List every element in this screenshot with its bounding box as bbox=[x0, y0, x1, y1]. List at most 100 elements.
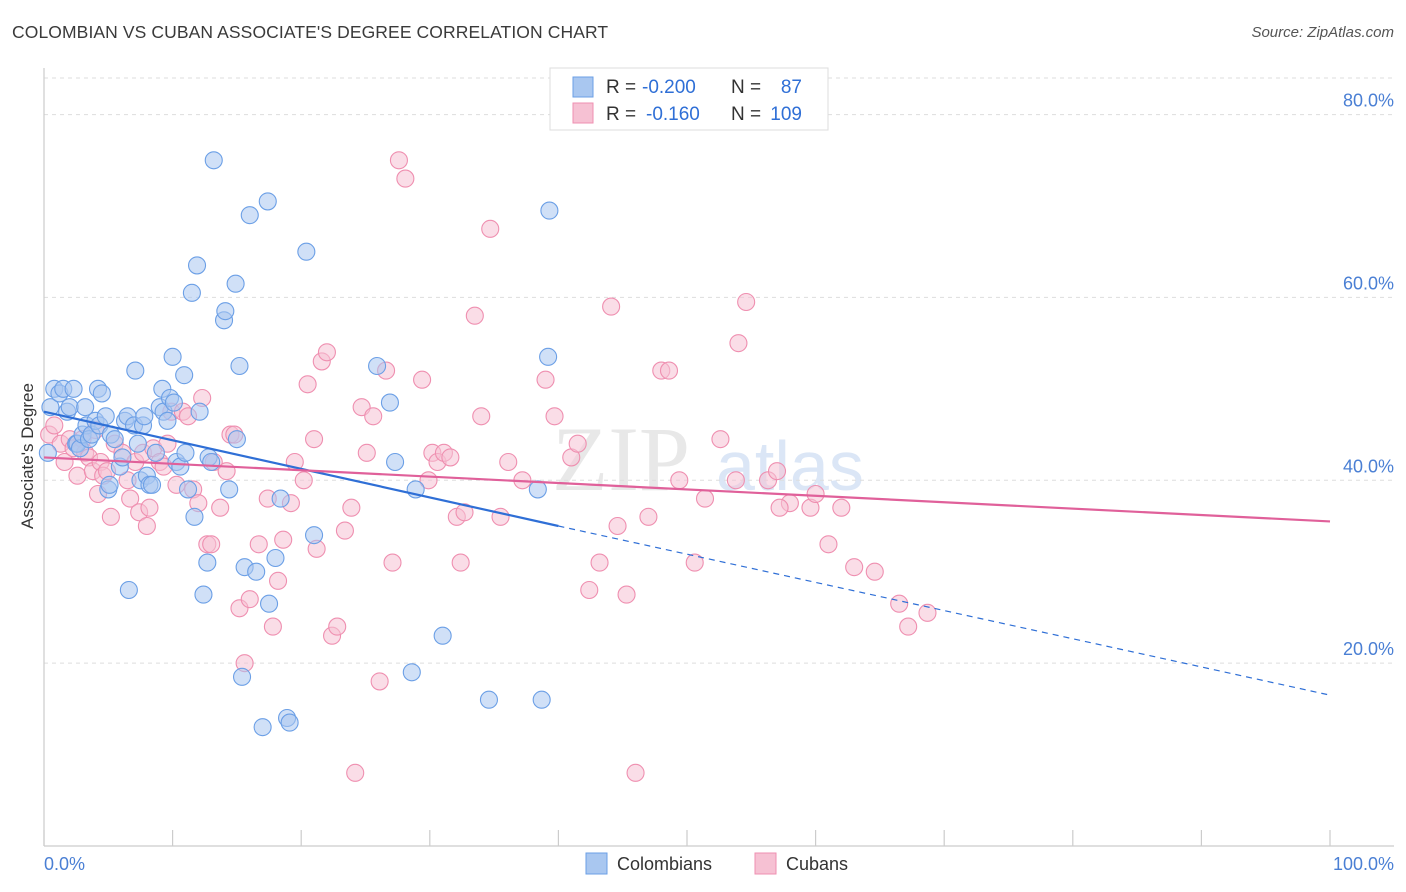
cubans-point bbox=[737, 292, 756, 312]
colombians-point bbox=[253, 718, 272, 737]
cubans-point bbox=[357, 443, 376, 462]
cubans-point bbox=[335, 521, 354, 540]
x-tick-label-min: 0.0% bbox=[44, 854, 85, 874]
cubans-point bbox=[328, 617, 347, 636]
colombians-point bbox=[105, 430, 124, 449]
cubans-point bbox=[269, 571, 288, 590]
colombians-point bbox=[240, 206, 259, 225]
colombians-point bbox=[540, 201, 559, 220]
cubans-point bbox=[472, 407, 491, 426]
colombians-point bbox=[266, 548, 285, 568]
stats-legend: R = -0.200 N = 87 R = -0.160 N = 109 bbox=[549, 67, 829, 131]
cubans-point bbox=[101, 507, 120, 526]
colombians-point bbox=[198, 553, 217, 572]
cubans-point bbox=[890, 594, 909, 613]
legend-n-label-1: N = bbox=[731, 77, 761, 98]
colombians-point bbox=[113, 448, 132, 467]
y-axis-label: Associate's Degree bbox=[18, 383, 37, 529]
colombians-point bbox=[190, 402, 209, 421]
cubans-point bbox=[819, 535, 838, 554]
cubans-point bbox=[899, 617, 918, 636]
colombians-point bbox=[92, 384, 111, 403]
cubans-point bbox=[465, 306, 484, 325]
colombians-point bbox=[220, 480, 239, 499]
cubans-point bbox=[568, 434, 587, 453]
colombians-point bbox=[178, 480, 198, 499]
source-credit: Source: ZipAtlas.com bbox=[1251, 24, 1394, 41]
cubans-point bbox=[441, 448, 460, 467]
colombians-point bbox=[528, 480, 547, 499]
colombians-point bbox=[433, 626, 452, 645]
colombians-point bbox=[227, 430, 246, 449]
colombians-point bbox=[226, 274, 245, 293]
cubans-point bbox=[455, 503, 474, 522]
cubans-point bbox=[767, 462, 787, 481]
y-tick-label: 60.0% bbox=[1343, 273, 1394, 293]
colombians-point bbox=[142, 475, 162, 494]
colombians-point bbox=[194, 585, 213, 604]
colombians-point bbox=[380, 393, 399, 412]
colombians-point bbox=[280, 713, 299, 732]
cubans-point bbox=[626, 763, 645, 782]
cubans-point bbox=[451, 553, 470, 572]
trend-lines bbox=[43, 410, 1331, 696]
cubans-point bbox=[298, 375, 317, 394]
cubans-point bbox=[274, 530, 293, 549]
colombians-point bbox=[128, 434, 147, 453]
cubans-point bbox=[639, 507, 658, 526]
colombians-point bbox=[216, 302, 235, 321]
cubans-point bbox=[608, 516, 627, 536]
colombians-point bbox=[96, 407, 115, 426]
cubans-point bbox=[346, 763, 365, 782]
cubans-point bbox=[305, 430, 324, 449]
cubans-point bbox=[580, 580, 599, 600]
colombians-point bbox=[368, 356, 387, 376]
colombians-point bbox=[305, 526, 324, 545]
cubans-point bbox=[695, 489, 715, 508]
cubans-point bbox=[45, 416, 64, 435]
cubans-point bbox=[481, 219, 500, 238]
colombians-point bbox=[182, 283, 201, 302]
legend-swatch-cubans bbox=[572, 102, 594, 124]
cubans-point bbox=[317, 343, 336, 362]
cubans-point bbox=[545, 407, 564, 426]
colombians-point bbox=[386, 452, 405, 472]
cubans-point bbox=[249, 535, 268, 554]
colombians-point bbox=[259, 594, 279, 613]
y-tick-labels: 20.0% 40.0% 60.0% 80.0% bbox=[1343, 91, 1394, 660]
colombians-point bbox=[232, 667, 252, 686]
colombians-point bbox=[539, 347, 558, 366]
cubans-point bbox=[202, 535, 221, 554]
cubans-point bbox=[396, 169, 415, 188]
bottom-legend-swatch-cubans bbox=[754, 852, 777, 875]
stats-legend-box bbox=[549, 67, 829, 131]
cubans-point bbox=[263, 617, 282, 636]
cubans-point bbox=[68, 466, 87, 485]
colombians-point bbox=[76, 398, 95, 417]
cubans-point bbox=[711, 430, 730, 449]
colombians-point bbox=[402, 663, 421, 682]
cubans-point bbox=[413, 370, 432, 389]
cubans-point bbox=[121, 489, 140, 508]
legend-r-value-1: -0.200 bbox=[642, 77, 696, 98]
cubans-point bbox=[211, 498, 230, 517]
cubans-point bbox=[342, 498, 361, 517]
colombians-point bbox=[163, 347, 182, 366]
cubans-point bbox=[918, 603, 937, 622]
legend-n-label-2: N = bbox=[731, 104, 761, 125]
colombians-point bbox=[146, 443, 165, 462]
series-colombians bbox=[38, 151, 559, 737]
cubans-point bbox=[137, 516, 156, 536]
colombians-point bbox=[204, 151, 223, 170]
cubans-point bbox=[659, 361, 679, 380]
x-ticks bbox=[43, 830, 1331, 846]
cubans-point bbox=[536, 370, 555, 389]
cubans-point bbox=[294, 471, 313, 490]
colombians-point bbox=[532, 690, 551, 709]
bottom-legend-label-colombians: Colombians bbox=[617, 854, 712, 874]
colombians-point bbox=[175, 366, 194, 385]
cubans-point bbox=[670, 471, 689, 490]
colombians-point bbox=[187, 256, 207, 275]
cubans-point bbox=[729, 334, 748, 353]
